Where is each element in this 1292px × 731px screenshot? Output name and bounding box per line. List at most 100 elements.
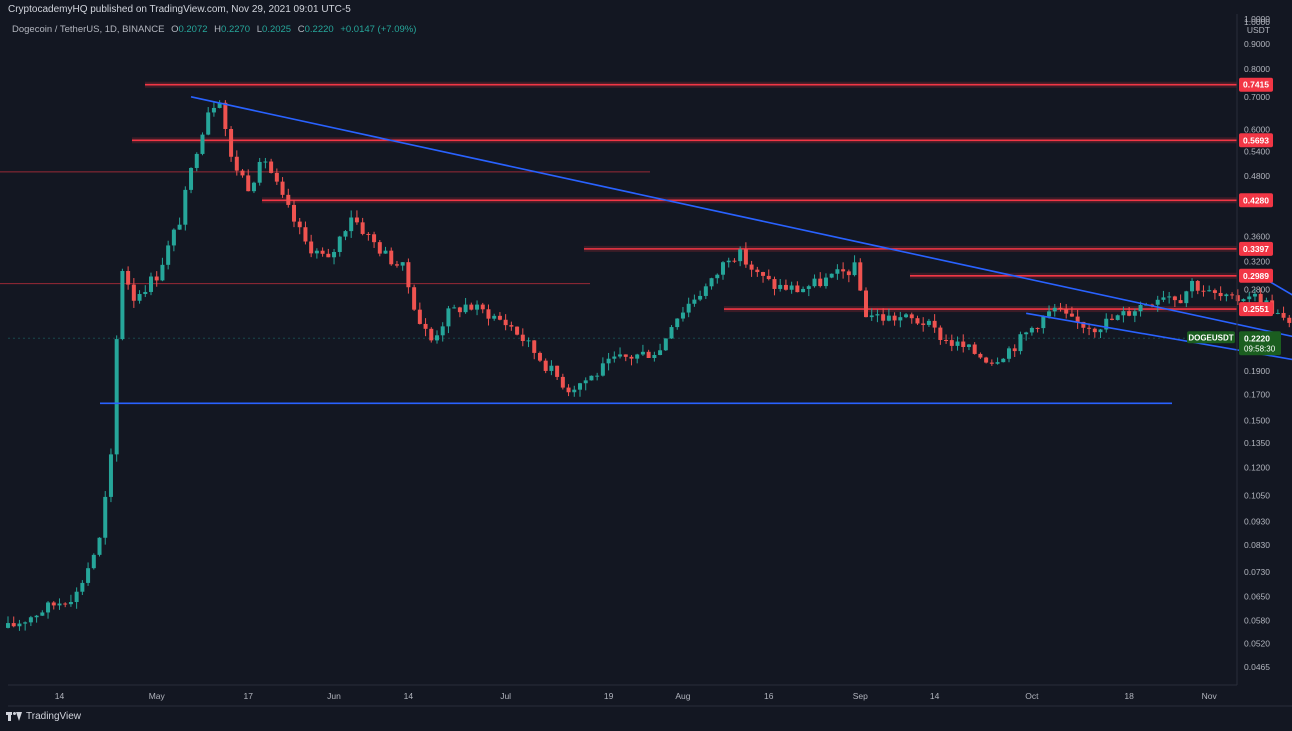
x-tick-label: 16 (764, 691, 774, 701)
candle (709, 277, 714, 290)
candle (629, 355, 634, 366)
candle-body (1098, 329, 1103, 333)
y-tick-label: 0.0580 (1244, 616, 1270, 626)
resistance-price-tag (1239, 77, 1273, 92)
candle (257, 157, 262, 186)
candle-body (909, 314, 914, 319)
candle-body (652, 354, 657, 358)
candle (749, 260, 754, 277)
candle-body (297, 221, 302, 228)
candle (772, 276, 777, 296)
resistance-price-label: 0.5693 (1243, 135, 1269, 145)
candle (926, 318, 931, 327)
y-tick-label: 0.1200 (1244, 463, 1270, 473)
candle-body (600, 363, 605, 376)
candle (663, 338, 668, 351)
candle-body (721, 262, 725, 275)
candle (818, 272, 823, 288)
candle-body (1115, 315, 1120, 320)
tradingview-brand[interactable]: TradingView (6, 711, 81, 722)
low-label: L (256, 24, 263, 35)
candle-body (469, 304, 474, 310)
candle-body (80, 582, 85, 592)
candle-body (1035, 327, 1040, 329)
candle (234, 150, 239, 176)
candle-body (926, 320, 931, 325)
x-tick-label: Jul (500, 691, 511, 701)
candle-body (154, 276, 159, 281)
candle (1241, 298, 1246, 302)
candle-body (1184, 291, 1189, 304)
candle-body (555, 365, 560, 377)
candle-body (578, 383, 582, 390)
candle-body (463, 304, 468, 313)
candle-body (749, 264, 754, 270)
candle-body (904, 314, 909, 318)
y-tick-label: 0.0650 (1244, 592, 1270, 602)
candle (1207, 285, 1212, 292)
candle (263, 157, 268, 169)
candle-body (520, 334, 525, 341)
candle (966, 344, 971, 351)
candle-body (1218, 292, 1223, 297)
candle (417, 302, 422, 325)
candle-body (583, 380, 588, 384)
y-tick-label: 0.7000 (1244, 92, 1270, 102)
candle-body (726, 260, 731, 263)
y-tick-label: 0.1050 (1244, 491, 1270, 501)
candle-body (17, 623, 22, 627)
current-price-label: 0.2220 (1244, 333, 1270, 343)
candle-body (177, 224, 182, 230)
candle (560, 373, 565, 390)
candle (852, 255, 857, 277)
x-tick-label: 14 (930, 691, 940, 701)
trendline (1026, 312, 1292, 361)
candle-body (1052, 307, 1057, 312)
candle-body (732, 260, 737, 262)
candle-body (1132, 311, 1137, 316)
candle-body (1001, 358, 1006, 363)
candle-body (801, 288, 806, 293)
candle-body (217, 102, 222, 108)
candle-body (1081, 321, 1086, 328)
candle-body (108, 454, 113, 497)
y-tick-label: 0.3200 (1244, 256, 1270, 266)
candle-body (1024, 332, 1029, 335)
symbol-title[interactable]: Dogecoin / TetherUS, 1D, BINANCE (12, 24, 165, 35)
candle-body (63, 603, 68, 605)
candle (806, 284, 811, 297)
candle-body (846, 271, 851, 276)
candle-body (595, 375, 600, 377)
y-tick-label: 0.3600 (1244, 232, 1270, 242)
trendline (1260, 275, 1292, 296)
candle-body (406, 262, 411, 288)
candle-body (1069, 313, 1074, 317)
candle-body (795, 285, 800, 293)
candle (938, 325, 943, 345)
candle (543, 358, 548, 374)
candle (435, 330, 439, 344)
candle-body (680, 312, 685, 319)
y-tick-label: 0.1700 (1244, 389, 1270, 399)
candle-body (446, 308, 451, 327)
candle-body (309, 241, 314, 254)
candle (864, 287, 868, 318)
x-tick-label: Nov (1202, 691, 1218, 701)
candle-body (961, 341, 966, 347)
candle (34, 614, 39, 623)
candle-body (1092, 328, 1097, 333)
candle (68, 594, 73, 607)
candle (120, 268, 125, 341)
candle (1172, 295, 1177, 308)
candle-body (858, 262, 863, 291)
candle-body (783, 284, 788, 290)
candle (17, 619, 22, 631)
candle-body (274, 172, 279, 182)
candle-body (1172, 296, 1177, 301)
candle-body (126, 270, 131, 285)
candle (200, 132, 205, 156)
candle-body (366, 233, 371, 235)
candle-body (560, 376, 565, 388)
candle-body (1109, 318, 1114, 320)
